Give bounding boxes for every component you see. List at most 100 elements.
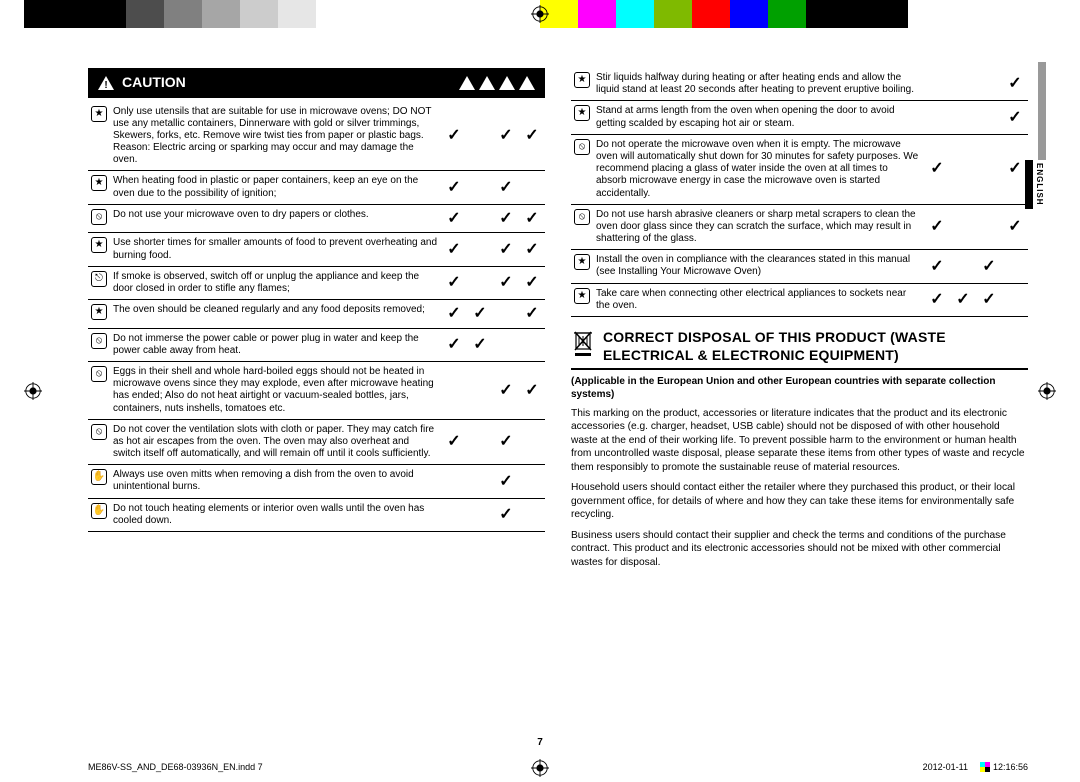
- check-cell: ✓: [493, 102, 519, 171]
- caution-row: ⎋If smoke is observed, switch off or unp…: [88, 266, 545, 299]
- check-cell: ✓: [493, 498, 519, 531]
- check-cell: ✓: [519, 233, 545, 266]
- registration-mark-bottom: [531, 759, 549, 777]
- caution-row: ⦸Do not use your microwave oven to dry p…: [88, 204, 545, 233]
- check-cell: ✓: [493, 233, 519, 266]
- check-cell: ✓: [493, 419, 519, 465]
- check-cell: ✓: [924, 283, 950, 316]
- check-icon: ✓: [499, 382, 512, 399]
- caution-row-icon: ★: [91, 304, 107, 320]
- check-cell: ✓: [441, 171, 467, 204]
- caution-row-icon: ⦸: [91, 209, 107, 225]
- caution-row: ⦸Eggs in their shell and whole hard-boil…: [88, 361, 545, 419]
- check-cell: ✓: [1002, 134, 1028, 204]
- check-icon: ✓: [525, 305, 538, 322]
- check-cell: [441, 498, 467, 531]
- check-cell: [467, 361, 493, 419]
- caution-row: ★When heating food in plastic or paper c…: [88, 171, 545, 204]
- check-cell: ✓: [924, 204, 950, 250]
- registration-mark-right: [1038, 382, 1056, 400]
- footer-date: 2012-01-11: [923, 762, 968, 772]
- check-icon: ✓: [499, 127, 512, 144]
- check-cell: [1002, 250, 1028, 283]
- page-content: ! CAUTION ★Only use utensils that are su…: [88, 68, 1028, 742]
- caution-row: ★Take care when connecting other electri…: [571, 283, 1028, 316]
- caution-row: ⦸Do not use harsh abrasive cleaners or s…: [571, 204, 1028, 250]
- check-icon: ✓: [499, 506, 512, 523]
- registration-mark-top: [531, 5, 549, 23]
- check-icon: ✓: [447, 127, 460, 144]
- disposal-title-row: CORRECT DISPOSAL OF THIS PRODUCT (WASTE …: [571, 329, 1028, 370]
- caution-row: ⦸Do not operate the microwave oven when …: [571, 134, 1028, 204]
- caution-table-right: ★Stir liquids halfway during heating or …: [571, 68, 1028, 317]
- check-cell: ✓: [950, 283, 976, 316]
- check-icon: ✓: [447, 274, 460, 291]
- check-cell: [441, 465, 467, 498]
- svg-text:!: !: [104, 80, 107, 90]
- caution-row-text: Install the oven in compliance with the …: [593, 250, 924, 283]
- caution-row-icon: ★: [574, 72, 590, 88]
- check-cell: [467, 465, 493, 498]
- check-cell: [924, 101, 950, 134]
- left-column: ! CAUTION ★Only use utensils that are su…: [88, 68, 545, 742]
- caution-row-text: Stir liquids halfway during heating or a…: [593, 68, 924, 101]
- caution-row-text: Do not use your microwave oven to dry pa…: [110, 204, 441, 233]
- check-icon: ✓: [930, 218, 943, 235]
- check-cell: ✓: [519, 102, 545, 171]
- registration-mark-left: [24, 382, 42, 400]
- caution-row: ✋Do not touch heating elements or interi…: [88, 498, 545, 531]
- disposal-p1: This marking on the product, accessories…: [571, 407, 1028, 474]
- check-cell: ✓: [441, 204, 467, 233]
- check-cell: ✓: [976, 250, 1002, 283]
- check-cell: ✓: [519, 204, 545, 233]
- caution-row-icon: ⦸: [574, 139, 590, 155]
- disposal-subtitle: (Applicable in the European Union and ot…: [571, 376, 1028, 401]
- row-icon-cell: ⦸: [88, 328, 110, 361]
- caution-row: ★Install the oven in compliance with the…: [571, 250, 1028, 283]
- caution-row-text: Take care when connecting other electric…: [593, 283, 924, 316]
- check-cell: ✓: [924, 250, 950, 283]
- check-cell: ✓: [441, 300, 467, 329]
- check-icon: ✓: [499, 179, 512, 196]
- caution-row-text: When heating food in plastic or paper co…: [110, 171, 441, 204]
- check-cell: ✓: [1002, 204, 1028, 250]
- check-icon: ✓: [473, 305, 486, 322]
- caution-row: ★Stir liquids halfway during heating or …: [571, 68, 1028, 101]
- footer-filename: ME86V-SS_AND_DE68-03936N_EN.indd 7: [88, 762, 263, 772]
- check-cell: [976, 68, 1002, 101]
- right-column: ★Stir liquids halfway during heating or …: [571, 68, 1028, 742]
- check-cell: [950, 68, 976, 101]
- row-icon-cell: ★: [571, 250, 593, 283]
- caution-row-text: Do not use harsh abrasive cleaners or sh…: [593, 204, 924, 250]
- check-icon: ✓: [1008, 160, 1021, 177]
- check-icon: ✓: [447, 241, 460, 258]
- disposal-p3: Business users should contact their supp…: [571, 529, 1028, 569]
- check-cell: [467, 498, 493, 531]
- check-icon: ✓: [525, 274, 538, 291]
- check-cell: ✓: [493, 465, 519, 498]
- caution-row-text: Eggs in their shell and whole hard-boile…: [110, 361, 441, 419]
- check-icon: ✓: [499, 241, 512, 258]
- check-cell: ✓: [493, 266, 519, 299]
- caution-row-text: Do not operate the microwave oven when i…: [593, 134, 924, 204]
- check-icon: ✓: [525, 241, 538, 258]
- check-cell: [924, 68, 950, 101]
- caution-row: ★Stand at arms length from the oven when…: [571, 101, 1028, 134]
- check-icon: ✓: [499, 433, 512, 450]
- language-tab-strip: [1038, 62, 1046, 160]
- check-cell: [976, 134, 1002, 204]
- check-icon: ✓: [499, 210, 512, 227]
- check-cell: ✓: [493, 204, 519, 233]
- caution-row: ⦸Do not cover the ventilation slots with…: [88, 419, 545, 465]
- check-cell: ✓: [441, 233, 467, 266]
- caution-row-icon: ★: [574, 254, 590, 270]
- check-cell: [950, 134, 976, 204]
- check-cell: ✓: [441, 419, 467, 465]
- caution-row-text: Use shorter times for smaller amounts of…: [110, 233, 441, 266]
- check-cell: [493, 300, 519, 329]
- check-cell: [976, 204, 1002, 250]
- caution-row-icon: ✋: [91, 469, 107, 485]
- row-icon-cell: ⦸: [571, 204, 593, 250]
- check-cell: [950, 101, 976, 134]
- row-icon-cell: ⦸: [571, 134, 593, 204]
